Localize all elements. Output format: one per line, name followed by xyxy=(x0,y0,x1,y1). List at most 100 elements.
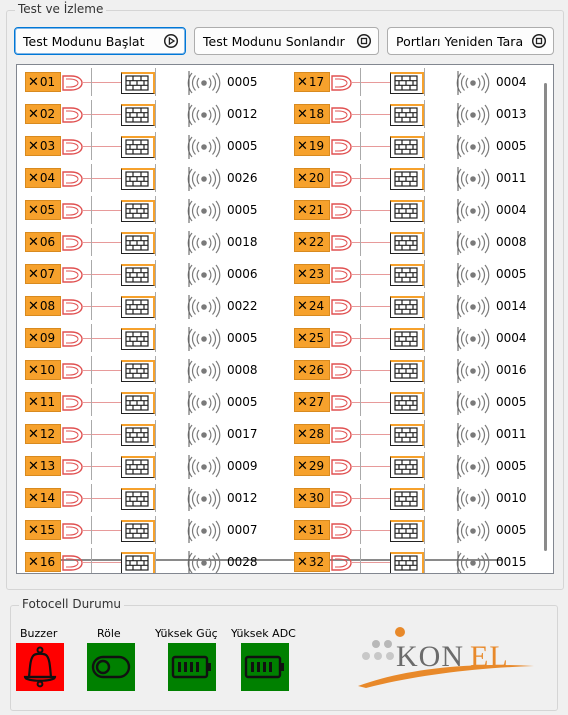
channel-count: 0016 xyxy=(496,363,527,377)
channel-row: ✕ 24 0014 xyxy=(286,292,536,320)
barrier-icon xyxy=(390,488,424,510)
signal-wire xyxy=(352,306,390,307)
signal-wave-icon xyxy=(187,423,221,450)
barrier-icon xyxy=(390,168,424,190)
vertical-scrollbar[interactable] xyxy=(544,83,547,551)
signal-wire xyxy=(83,82,121,83)
channel-tag[interactable]: ✕ 07 xyxy=(25,264,61,284)
start-test-button[interactable]: Test Modunu Başlat xyxy=(14,27,186,55)
channel-tag[interactable]: ✕ 02 xyxy=(25,104,61,124)
channel-tag[interactable]: ✕ 03 xyxy=(25,136,61,156)
channel-count: 0014 xyxy=(496,299,527,313)
channel-tag[interactable]: ✕ 09 xyxy=(25,328,61,348)
channel-tag[interactable]: ✕ 18 xyxy=(294,104,330,124)
channel-tag[interactable]: ✕ 12 xyxy=(25,424,61,444)
divider xyxy=(360,68,361,96)
channel-tag[interactable]: ✕ 14 xyxy=(25,488,61,508)
channel-count: 0004 xyxy=(496,75,527,89)
channel-tag[interactable]: ✕ 15 xyxy=(25,520,61,540)
channel-tag[interactable]: ✕ 25 xyxy=(294,328,330,348)
gate-icon xyxy=(61,425,87,448)
divider xyxy=(91,484,92,512)
divider xyxy=(360,356,361,384)
logo-kon-text: KON xyxy=(396,640,464,673)
channel-row: ✕ 18 0013 xyxy=(286,100,536,128)
channel-tag[interactable]: ✕ 22 xyxy=(294,232,330,252)
signal-wire xyxy=(352,466,390,467)
channel-tag[interactable]: ✕ 24 xyxy=(294,296,330,316)
channel-tag[interactable]: ✕ 28 xyxy=(294,424,330,444)
signal-wire xyxy=(352,498,390,499)
channel-tag[interactable]: ✕ 26 xyxy=(294,360,330,380)
channel-tag[interactable]: ✕ 29 xyxy=(294,456,330,476)
channel-tag[interactable]: ✕ 11 xyxy=(25,392,61,412)
divider xyxy=(155,100,156,128)
channel-tag[interactable]: ✕ 13 xyxy=(25,456,61,476)
channel-id: 07 xyxy=(39,267,56,281)
signal-wave-icon xyxy=(187,359,221,386)
close-icon: ✕ xyxy=(28,426,39,442)
channel-tag[interactable]: ✕ 32 xyxy=(294,552,330,572)
test-monitor-group-title: Test ve İzleme xyxy=(15,2,107,16)
channel-tag[interactable]: ✕ 16 xyxy=(25,552,61,572)
gate-icon xyxy=(61,105,87,128)
fotocell-group-title: Fotocell Durumu xyxy=(19,597,125,611)
channel-tag[interactable]: ✕ 01 xyxy=(25,72,61,92)
channel-id: 27 xyxy=(308,395,325,409)
divider xyxy=(91,292,92,320)
channel-tag[interactable]: ✕ 21 xyxy=(294,200,330,220)
channel-row: ✕ 26 0016 xyxy=(286,356,536,384)
barrier-icon xyxy=(121,168,155,190)
channel-tag[interactable]: ✕ 17 xyxy=(294,72,330,92)
stop-test-label: Test Modunu Sonlandır xyxy=(203,33,345,49)
signal-wire xyxy=(83,146,121,147)
channel-tag[interactable]: ✕ 08 xyxy=(25,296,61,316)
konel-logo: KON EL xyxy=(358,627,534,688)
divider xyxy=(424,164,425,192)
signal-wire xyxy=(83,466,121,467)
channel-tag[interactable]: ✕ 06 xyxy=(25,232,61,252)
channel-tag[interactable]: ✕ 10 xyxy=(25,360,61,380)
channel-row: ✕ 03 0005 xyxy=(17,132,267,160)
channel-count: 0010 xyxy=(496,491,527,505)
barrier-icon xyxy=(390,296,424,318)
signal-wave-icon xyxy=(187,519,221,546)
channel-tag[interactable]: ✕ 30 xyxy=(294,488,330,508)
channel-tag[interactable]: ✕ 05 xyxy=(25,200,61,220)
signal-wave-icon xyxy=(187,71,221,98)
relay-label: Röle xyxy=(97,627,121,640)
horizontal-scrollbar[interactable] xyxy=(33,559,503,561)
signal-wire xyxy=(352,370,390,371)
divider xyxy=(424,132,425,160)
rescan-ports-button[interactable]: Portları Yeniden Tara xyxy=(387,27,554,55)
channel-row: ✕ 17 0004 xyxy=(286,68,536,96)
channel-count: 0005 xyxy=(227,203,258,217)
channel-count: 0005 xyxy=(496,523,527,537)
channel-tag[interactable]: ✕ 04 xyxy=(25,168,61,188)
channel-tag[interactable]: ✕ 27 xyxy=(294,392,330,412)
divider xyxy=(360,324,361,352)
signal-wave-icon xyxy=(456,135,490,162)
signal-wire xyxy=(83,530,121,531)
channel-count: 0004 xyxy=(496,331,527,345)
signal-wave-icon xyxy=(187,103,221,130)
close-icon: ✕ xyxy=(297,362,308,378)
channel-count: 0028 xyxy=(227,555,258,569)
signal-wave-icon xyxy=(187,487,221,514)
channel-tag[interactable]: ✕ 20 xyxy=(294,168,330,188)
close-icon: ✕ xyxy=(297,74,308,90)
channel-tag[interactable]: ✕ 23 xyxy=(294,264,330,284)
channel-tag[interactable]: ✕ 19 xyxy=(294,136,330,156)
high-power-indicator xyxy=(168,643,216,691)
logo-el-text: EL xyxy=(470,640,509,673)
stop-test-button[interactable]: Test Modunu Sonlandır xyxy=(194,27,379,55)
barrier-icon xyxy=(390,552,424,573)
channel-tag[interactable]: ✕ 31 xyxy=(294,520,330,540)
divider xyxy=(91,132,92,160)
signal-wire xyxy=(83,210,121,211)
channel-id: 06 xyxy=(39,235,56,249)
signal-wire xyxy=(83,562,121,563)
divider xyxy=(360,164,361,192)
divider xyxy=(155,516,156,544)
divider xyxy=(360,292,361,320)
